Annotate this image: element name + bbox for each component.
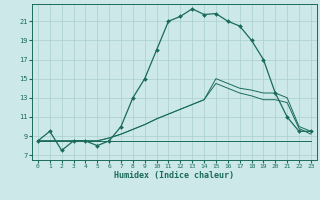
X-axis label: Humidex (Indice chaleur): Humidex (Indice chaleur) [115,171,234,180]
